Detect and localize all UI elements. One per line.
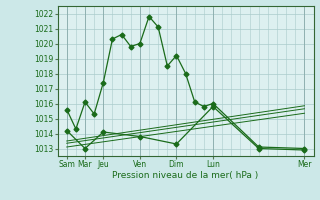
X-axis label: Pression niveau de la mer( hPa ): Pression niveau de la mer( hPa ) — [112, 171, 259, 180]
